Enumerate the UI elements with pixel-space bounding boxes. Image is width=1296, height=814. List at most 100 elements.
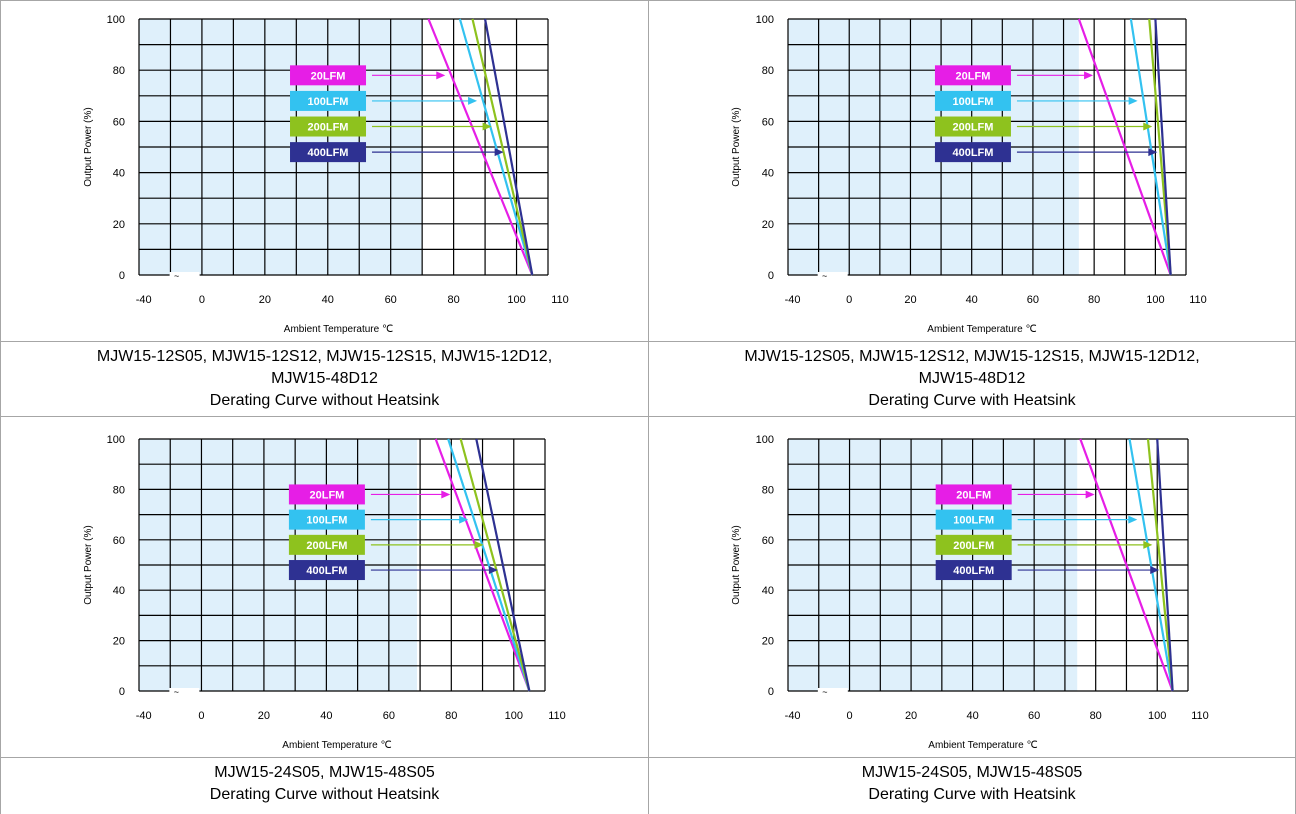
legend-arrow-head bbox=[1143, 540, 1153, 549]
legend-arrow-head bbox=[1084, 71, 1094, 80]
axis-break-gap bbox=[169, 272, 200, 278]
legend-item: 400LFM bbox=[935, 560, 1160, 581]
chart-caption: MJW15-24S05, MJW15-48S05 Derating Curve … bbox=[0, 757, 649, 814]
legend-swatch bbox=[935, 484, 1012, 505]
legend-arrow-head bbox=[441, 490, 451, 499]
x-tick-label: 20 bbox=[904, 294, 916, 306]
x-tick-label: 110 bbox=[1189, 294, 1207, 306]
legend-arrow-head bbox=[482, 122, 492, 131]
y-tick-label: 80 bbox=[762, 484, 774, 496]
x-tick-label: 110 bbox=[1191, 710, 1209, 722]
y-tick-label: 40 bbox=[113, 585, 125, 597]
series-line-200lfm bbox=[471, 18, 534, 276]
caption-line: Derating Curve with Heatsink bbox=[868, 392, 1076, 409]
axis-break-symbol: ~ bbox=[822, 271, 827, 281]
y-tick-label: 60 bbox=[113, 116, 125, 128]
y-tick-label: 100 bbox=[756, 14, 774, 26]
legend-label: 20LFM bbox=[309, 489, 344, 501]
legend-label: 400LFM bbox=[953, 565, 994, 577]
y-tick-label: 100 bbox=[107, 14, 125, 26]
legend-swatch bbox=[288, 484, 365, 505]
caption-line: Derating Curve with Heatsink bbox=[868, 786, 1076, 803]
series-line-20lfm bbox=[1077, 18, 1172, 276]
x-tick-label: 110 bbox=[548, 710, 566, 722]
x-tick-label: 80 bbox=[445, 710, 457, 722]
axis-break-gap bbox=[817, 272, 848, 278]
y-tick-label: 0 bbox=[119, 686, 125, 698]
x-tick-label: 100 bbox=[1146, 294, 1164, 306]
caption-line: Derating Curve without Heatsink bbox=[209, 392, 440, 409]
legend-item: 20LFM bbox=[290, 65, 446, 86]
y-tick-label: 20 bbox=[762, 636, 774, 648]
legend-item: 100LFM bbox=[935, 509, 1138, 530]
derating-chart-svg: ~20LFM 100LFM 200LFM 400LFM 0 20 40 60 80 100 -40 0… bbox=[731, 14, 1207, 335]
legend-label: 100LFM bbox=[306, 515, 347, 527]
legend-arrow-head bbox=[488, 566, 498, 575]
x-tick-label: 20 bbox=[259, 294, 271, 306]
x-tick-label: 40 bbox=[322, 294, 334, 306]
x-tick-label: 80 bbox=[1088, 294, 1100, 306]
x-tick-label: -40 bbox=[136, 710, 152, 722]
x-tick-label: 100 bbox=[505, 710, 523, 722]
legend-swatch bbox=[935, 560, 1012, 581]
x-axis-title: Ambient Temperature ℃ bbox=[927, 324, 1036, 335]
legend-item: 200LFM bbox=[934, 116, 1153, 137]
chart-cell: ~20LFM 100LFM 200LFM 400LFM 0 20 40 60 80 100 -40 0… bbox=[648, 0, 1296, 342]
legend-arrow-head bbox=[459, 515, 469, 524]
y-tick-label: 40 bbox=[762, 168, 774, 180]
y-tick-label: 80 bbox=[762, 65, 774, 77]
legend-swatch bbox=[288, 560, 365, 581]
legend-swatch bbox=[934, 90, 1011, 111]
legend-swatch bbox=[290, 116, 367, 137]
x-tick-label: 0 bbox=[199, 294, 205, 306]
legend-label: 400LFM bbox=[952, 147, 993, 159]
legend-swatch bbox=[290, 65, 367, 86]
legend-label: 100LFM bbox=[308, 96, 349, 108]
series-line-20lfm bbox=[427, 18, 534, 276]
series-line-400lfm bbox=[483, 18, 534, 276]
x-tick-label: 20 bbox=[258, 710, 270, 722]
legend-arrow-head bbox=[474, 540, 484, 549]
y-tick-label: 40 bbox=[113, 168, 125, 180]
x-tick-label: -40 bbox=[136, 294, 152, 306]
series-line-100lfm bbox=[1129, 18, 1172, 276]
y-tick-label: 60 bbox=[762, 116, 774, 128]
legend-item: 100LFM bbox=[290, 90, 478, 111]
legend-arrow-head bbox=[1143, 122, 1153, 131]
legend-item: 100LFM bbox=[288, 509, 469, 530]
legend-label: 20LFM bbox=[956, 489, 991, 501]
derating-chart-svg: ~20LFM 100LFM 200LFM 400LFM 0 20 40 60 80 100 -40 0… bbox=[83, 14, 569, 335]
series-line-100lfm bbox=[458, 18, 534, 276]
legend-item: 400LFM bbox=[288, 560, 498, 581]
x-axis-title: Ambient Temperature ℃ bbox=[284, 324, 393, 335]
legend-arrow-head bbox=[468, 96, 478, 105]
axis-break-symbol: ~ bbox=[174, 687, 179, 697]
y-tick-label: 20 bbox=[762, 219, 774, 231]
caption-line: MJW15-12S05, MJW15-12S12, MJW15-12S15, M… bbox=[96, 348, 553, 365]
legend-label: 100LFM bbox=[953, 515, 994, 527]
y-tick-label: 60 bbox=[113, 535, 125, 547]
chart-cell: ~20LFM 100LFM 200LFM 400LFM 0 20 40 60 80 100 -40 0… bbox=[0, 0, 649, 342]
legend-swatch bbox=[934, 116, 1011, 137]
axis-break-symbol: ~ bbox=[174, 271, 179, 281]
caption-line: MJW15-24S05, MJW15-48S05 bbox=[214, 764, 435, 781]
axis-break-gap bbox=[169, 688, 200, 694]
legend-label: 20LFM bbox=[956, 70, 991, 82]
series-line-20lfm bbox=[1079, 438, 1174, 692]
legend-swatch bbox=[288, 534, 365, 555]
x-tick-label: 60 bbox=[1028, 710, 1040, 722]
y-axis-title: Output Power (%) bbox=[731, 525, 742, 604]
x-tick-label: 40 bbox=[966, 710, 978, 722]
legend-swatch bbox=[290, 90, 367, 111]
x-tick-label: -40 bbox=[785, 710, 801, 722]
series-line-100lfm bbox=[1128, 438, 1174, 692]
legend-item: 200LFM bbox=[288, 534, 484, 555]
y-tick-label: 0 bbox=[768, 686, 774, 698]
y-tick-label: 0 bbox=[119, 270, 125, 282]
axis-break-symbol: ~ bbox=[822, 687, 827, 697]
chart-cell: ~20LFM 100LFM 200LFM 400LFM 0 20 40 60 80 100 -40 0… bbox=[648, 416, 1296, 758]
legend-swatch bbox=[290, 142, 367, 163]
legend-item: 20LFM bbox=[935, 484, 1095, 505]
legend-arrow-head bbox=[1085, 490, 1095, 499]
